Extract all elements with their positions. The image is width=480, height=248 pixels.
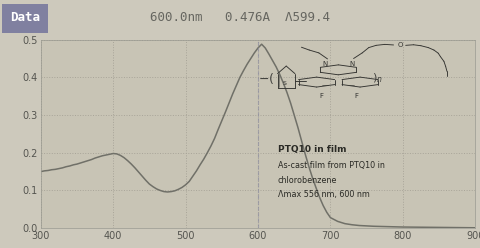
Text: As-cast film from PTQ10 in: As-cast film from PTQ10 in [277, 161, 384, 170]
Text: N: N [349, 61, 355, 67]
Text: S: S [283, 81, 287, 86]
Text: N: N [323, 61, 328, 67]
Text: 600.0nm   0.476A  Λ599.4: 600.0nm 0.476A Λ599.4 [150, 11, 330, 25]
Text: Λmax 556 nm, 600 nm: Λmax 556 nm, 600 nm [277, 190, 370, 199]
Text: F: F [355, 93, 359, 99]
Text: $-($: $-($ [259, 71, 275, 86]
Text: Data: Data [10, 11, 40, 25]
Text: F: F [319, 93, 323, 99]
Text: chlorobenzene: chlorobenzene [277, 176, 337, 185]
FancyBboxPatch shape [2, 4, 48, 33]
Text: $)_n$: $)_n$ [372, 71, 383, 85]
Text: O: O [398, 42, 403, 48]
Text: PTQ10 in film: PTQ10 in film [277, 145, 346, 154]
